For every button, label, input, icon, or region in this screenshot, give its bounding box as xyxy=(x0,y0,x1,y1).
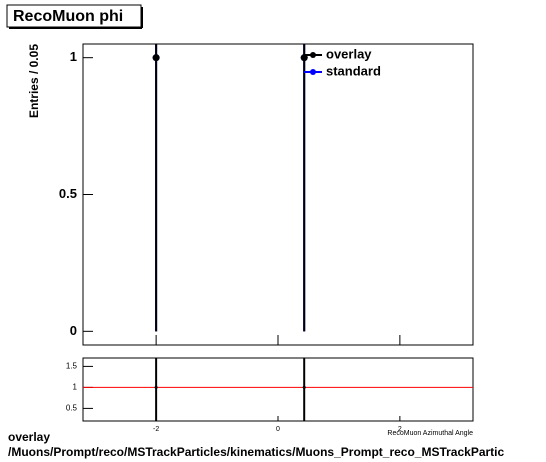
x-axis-title: RecoMuon Azimuthal Angle xyxy=(387,430,473,437)
y-tick-label: 1 xyxy=(73,383,78,392)
data-point xyxy=(302,385,306,389)
data-point xyxy=(154,385,158,389)
x-tick-label: 2 xyxy=(398,426,402,433)
footer-path: /Muons/Prompt/reco/MSTrackParticles/kine… xyxy=(8,445,505,459)
legend-label: overlay xyxy=(326,46,372,61)
y-tick-label: 0.5 xyxy=(59,186,77,201)
data-point xyxy=(152,54,160,62)
legend-label: standard xyxy=(326,63,381,78)
chart-title: RecoMuon phi xyxy=(13,8,123,25)
plot-frame xyxy=(82,43,474,346)
y-tick-label: 1.5 xyxy=(66,362,78,371)
legend-marker xyxy=(310,69,316,75)
legend-marker xyxy=(310,52,316,58)
y-axis-title: Entries / 0.05 xyxy=(27,44,41,118)
x-tick-label: 0 xyxy=(276,426,280,433)
y-tick-label: 1 xyxy=(70,49,77,64)
ratio-frame xyxy=(82,357,474,422)
x-tick-label: -2 xyxy=(153,426,159,433)
footer-line: overlay xyxy=(8,430,50,444)
y-tick-label: 0 xyxy=(70,323,77,338)
y-tick-label: 0.5 xyxy=(66,404,78,413)
